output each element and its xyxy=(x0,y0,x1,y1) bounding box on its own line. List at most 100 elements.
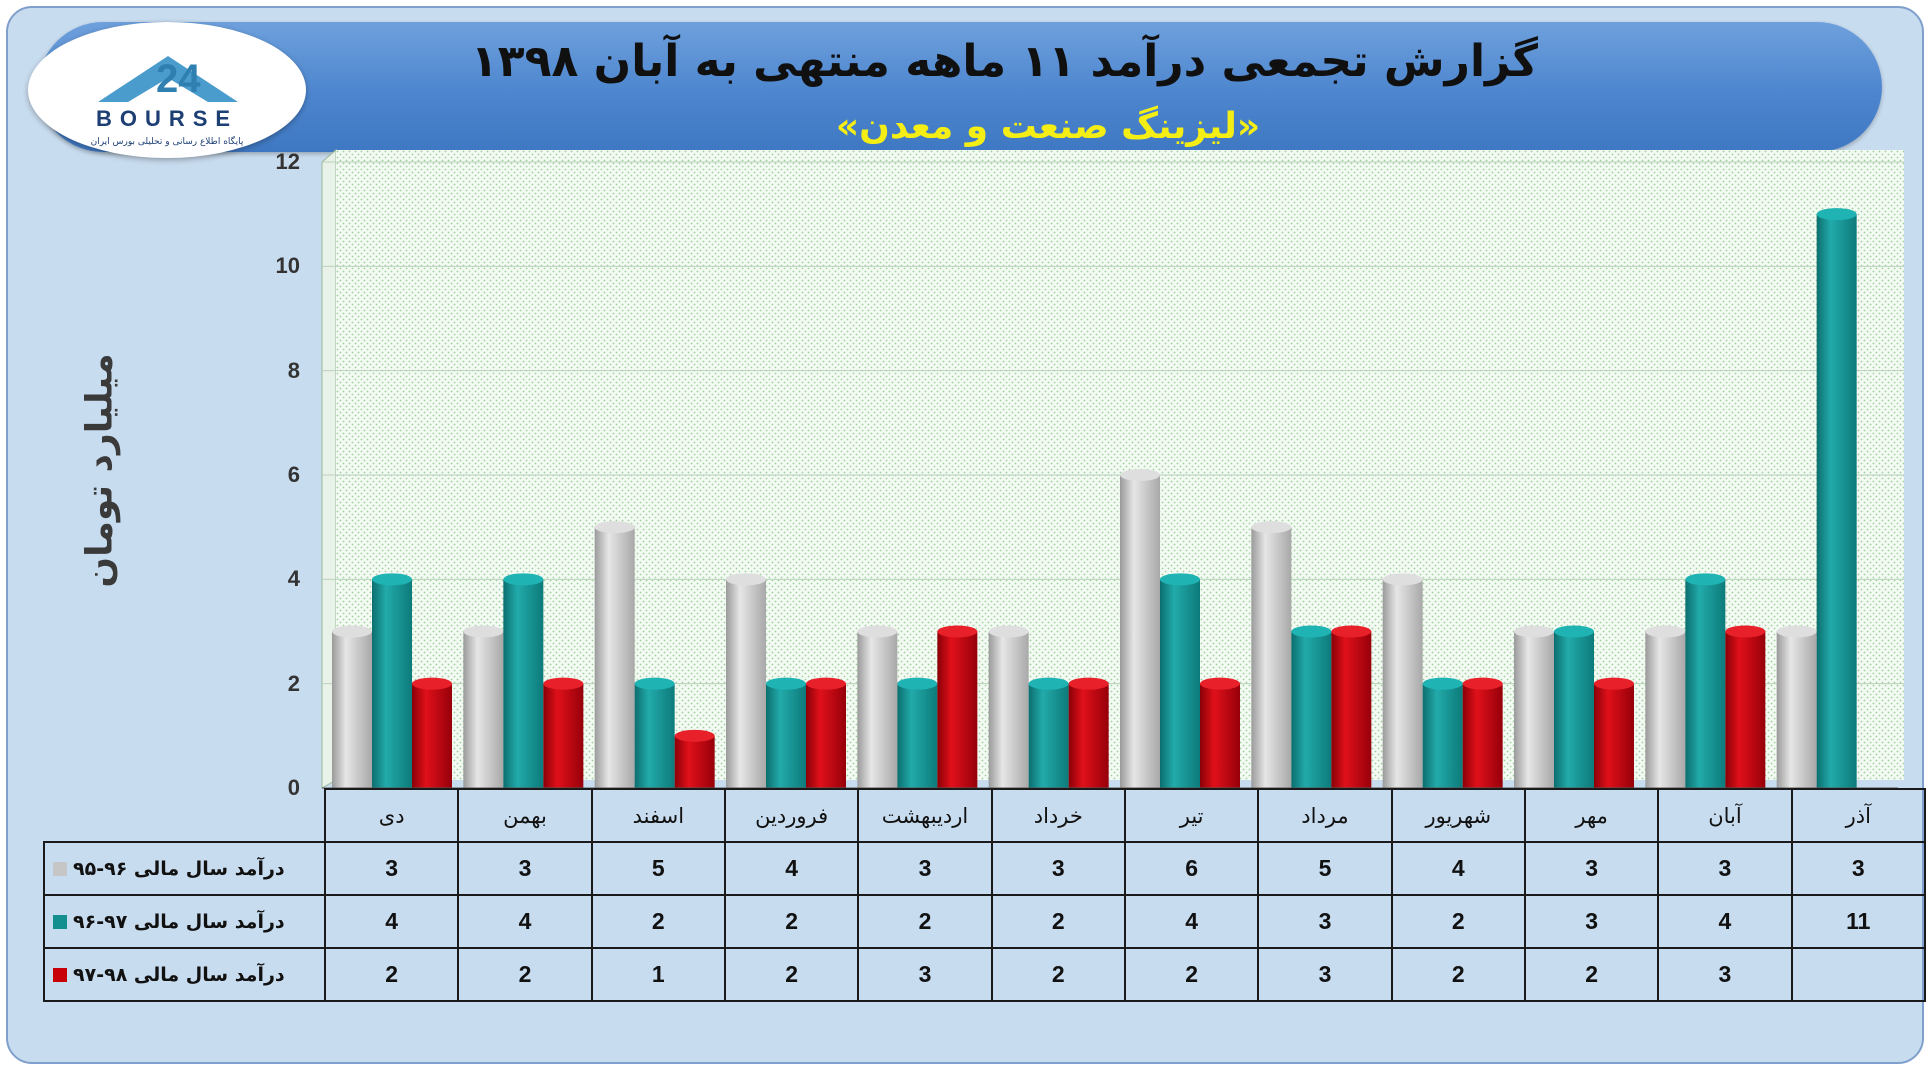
data-cell: 3 xyxy=(1257,947,1393,1002)
bar-top-series-1 xyxy=(1645,625,1686,638)
data-cell: 3 xyxy=(1657,947,1793,1002)
bar-top-series-3 xyxy=(543,677,584,690)
data-cell: 2 xyxy=(857,894,993,949)
bar-series-2 xyxy=(766,683,806,788)
bar-top-series-3 xyxy=(1462,677,1503,690)
bar-top-series-2 xyxy=(897,677,938,690)
bar-series-3 xyxy=(937,631,978,788)
bar-series-3 xyxy=(412,683,452,788)
bar-top-series-3 xyxy=(937,625,978,638)
bar-series-1 xyxy=(857,631,898,788)
data-cell: 2 xyxy=(457,947,593,1002)
table-row: درآمد سال مالی ۹۷-۹۶ 4 4 2 2 2 2 4 3 2 3 4 11 xyxy=(43,894,1926,949)
data-cell: 3 xyxy=(1790,841,1926,896)
chart-subtitle: «لیزینگ صنعت و معدن» xyxy=(835,106,1261,147)
bar-series-1 xyxy=(1514,631,1554,788)
series-name: درآمد سال مالی ۹۷-۹۶ xyxy=(43,894,326,949)
data-cell: 2 xyxy=(723,894,860,949)
data-cell: 2 xyxy=(1123,947,1260,1002)
category-label: شهریور xyxy=(1390,788,1526,843)
bar-top-series-2 xyxy=(1422,677,1463,690)
data-cell: 3 xyxy=(990,841,1126,896)
category-label: آذر xyxy=(1790,788,1926,843)
bar-top-series-1 xyxy=(463,625,504,638)
bar-top-series-3 xyxy=(1594,677,1634,690)
bar-top-series-3 xyxy=(1331,625,1372,638)
bar-series-2 xyxy=(897,683,938,788)
bar-top-series-1 xyxy=(1514,625,1554,638)
series-name: درآمد سال مالی ۹۶-۹۵ xyxy=(43,841,326,896)
bar-top-series-2 xyxy=(503,573,544,586)
bar-series-1 xyxy=(594,527,635,788)
data-cell: 2 xyxy=(990,947,1126,1002)
bar-series-1 xyxy=(988,631,1029,788)
logo-caption: پایگاه اطلاع رسانی و تحلیلی بورس ایران xyxy=(91,135,244,147)
bar-series-1 xyxy=(1382,579,1423,788)
bar-series-1 xyxy=(332,631,372,788)
data-cell: 5 xyxy=(1257,841,1393,896)
bar-series-2 xyxy=(1554,631,1594,788)
bar-top-series-2 xyxy=(1028,677,1069,690)
data-cell: 3 xyxy=(1257,894,1393,949)
bar-series-2 xyxy=(503,579,544,788)
bar-top-series-3 xyxy=(1068,677,1109,690)
bar-top-series-2 xyxy=(1291,625,1332,638)
y-tick-label: 2 xyxy=(287,670,300,696)
category-label: دی xyxy=(323,788,460,843)
bar-series-2 xyxy=(1685,579,1726,788)
data-cell: 3 xyxy=(857,947,993,1002)
category-label: آبان xyxy=(1657,788,1793,843)
bar-series-3 xyxy=(1462,683,1503,788)
bar-series-2 xyxy=(1291,631,1332,788)
category-label: اسفند xyxy=(590,788,726,843)
bar-series-3 xyxy=(1725,631,1766,788)
series-label: درآمد سال مالی ۹۶-۹۵ xyxy=(73,857,285,880)
legend-swatch xyxy=(53,914,67,929)
bar-top-series-2 xyxy=(766,677,806,690)
logo-wordmark: BOURSE xyxy=(96,106,238,131)
data-cell xyxy=(1790,947,1926,1002)
bar-top-series-2 xyxy=(634,677,675,690)
bar-series-2 xyxy=(1422,683,1463,788)
bar-top-series-1 xyxy=(726,573,766,586)
bar-series-3 xyxy=(1068,683,1109,788)
data-cell: 2 xyxy=(1523,947,1660,1002)
bar-top-series-3 xyxy=(412,677,452,690)
bar-series-2 xyxy=(634,683,675,788)
y-tick-label: 10 xyxy=(275,253,300,279)
bars-group xyxy=(332,208,1857,788)
bar-top-series-1 xyxy=(988,625,1029,638)
table-header-row: دی بهمن اسفند فروردین اردیبهشت خرداد تیر مرداد ش… xyxy=(44,788,1926,843)
bar-series-3 xyxy=(1594,683,1634,788)
bar-top-series-2 xyxy=(1685,573,1726,586)
logo-graphic: 24 BOURSE پایگاه اطلاع رسانی و تحلیلی بو… xyxy=(91,56,244,147)
legend-swatch xyxy=(53,967,67,982)
data-cell: 4 xyxy=(1390,841,1526,896)
bar-top-series-1 xyxy=(594,521,635,534)
category-label: مرداد xyxy=(1257,788,1393,843)
bar-top-series-1 xyxy=(1776,625,1817,638)
data-cell: 1 xyxy=(590,947,726,1002)
data-cell: 3 xyxy=(857,841,993,896)
logo-roof-cutout xyxy=(128,78,208,102)
bar-top-series-1 xyxy=(857,625,898,638)
bar-series-1 xyxy=(1251,527,1292,788)
category-label: مهر xyxy=(1523,788,1660,843)
data-table: دی بهمن اسفند فروردین اردیبهشت خرداد تیر مرداد ش… xyxy=(43,788,1926,1002)
bar-top-series-1 xyxy=(1251,521,1292,534)
category-label: فروردین xyxy=(723,788,860,843)
series-name: درآمد سال مالی ۹۸-۹۷ xyxy=(43,947,326,1002)
bar-top-series-3 xyxy=(806,677,846,690)
table-corner xyxy=(44,789,326,843)
data-cell: 2 xyxy=(323,947,460,1002)
data-cell: 11 xyxy=(1790,894,1926,949)
data-cell: 3 xyxy=(1523,841,1660,896)
y-tick-label: 4 xyxy=(287,566,300,592)
category-label: اردیبهشت xyxy=(857,788,993,843)
logo-number: 24 xyxy=(156,57,201,101)
legend-swatch xyxy=(53,861,67,876)
category-label: خرداد xyxy=(990,788,1126,843)
bar-top-series-3 xyxy=(1725,625,1766,638)
chart-title: گزارش تجمعی درآمد ۱۱ ماهه منتهی به آبان … xyxy=(470,36,1538,87)
y-axis-label: میلیارد تومان xyxy=(79,353,121,588)
